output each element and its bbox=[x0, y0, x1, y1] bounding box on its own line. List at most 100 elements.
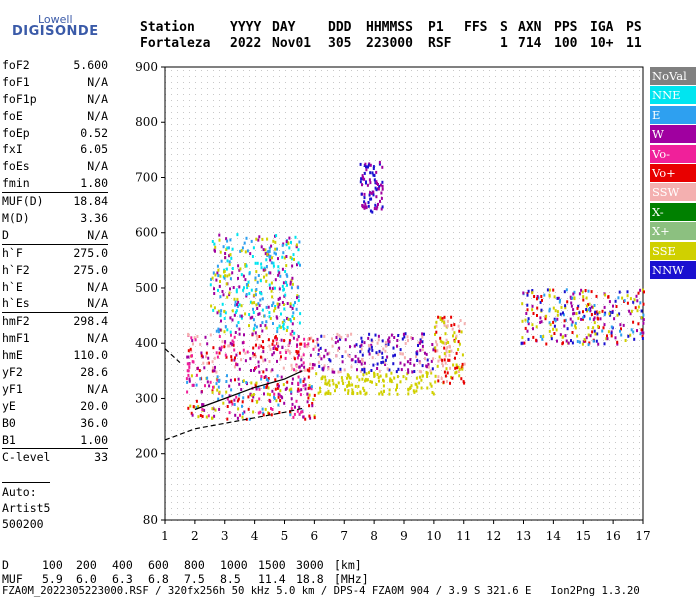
echo-point bbox=[411, 337, 414, 340]
echo-point bbox=[283, 401, 286, 405]
echo-point bbox=[277, 257, 279, 261]
echo-point bbox=[191, 413, 194, 417]
echo-point bbox=[239, 267, 242, 271]
header-value: 10+ bbox=[590, 36, 614, 51]
echo-point bbox=[317, 360, 320, 364]
echo-point bbox=[285, 255, 288, 258]
echo-point bbox=[295, 243, 298, 247]
echo-point bbox=[240, 358, 243, 362]
echo-point bbox=[562, 341, 564, 345]
header-value: Fortaleza bbox=[140, 36, 211, 51]
echo-point bbox=[380, 207, 383, 211]
echo-point bbox=[293, 331, 296, 335]
legend-item: NoVal bbox=[650, 67, 696, 85]
echo-point bbox=[388, 336, 391, 340]
echo-point bbox=[323, 364, 326, 368]
echo-point bbox=[283, 307, 286, 311]
echo-point bbox=[255, 334, 258, 338]
echo-point bbox=[271, 408, 274, 411]
echo-point bbox=[427, 362, 430, 366]
echo-point bbox=[245, 283, 248, 286]
echo-point bbox=[226, 417, 229, 421]
echo-point bbox=[273, 392, 276, 396]
echo-point bbox=[366, 378, 369, 382]
header-value: RSF bbox=[428, 36, 452, 51]
echo-point bbox=[296, 338, 299, 342]
echo-point bbox=[230, 400, 233, 404]
echo-point bbox=[570, 339, 572, 343]
echo-point bbox=[367, 336, 370, 340]
echo-point bbox=[548, 294, 551, 298]
echo-point bbox=[578, 311, 581, 315]
param-value: 275.0 bbox=[73, 262, 108, 277]
echo-point bbox=[275, 234, 278, 238]
echo-point bbox=[576, 334, 579, 338]
echo-point bbox=[282, 383, 285, 387]
echo-point bbox=[585, 296, 588, 300]
echo-point bbox=[594, 310, 597, 314]
echo-point bbox=[564, 306, 567, 310]
echo-point bbox=[257, 302, 260, 306]
echo-point bbox=[630, 328, 633, 332]
echo-point bbox=[527, 317, 530, 321]
echo-point bbox=[533, 295, 536, 298]
echo-point bbox=[356, 375, 359, 379]
param-value: 1.00 bbox=[80, 432, 108, 447]
echo-point bbox=[347, 380, 350, 384]
note-line: 500200 bbox=[2, 516, 44, 531]
echo-point bbox=[443, 315, 446, 319]
echo-point bbox=[563, 324, 566, 328]
echo-point bbox=[380, 390, 383, 394]
param-label: B0 bbox=[2, 415, 16, 430]
echo-point bbox=[435, 320, 438, 324]
echo-point bbox=[270, 244, 273, 248]
echo-point bbox=[597, 342, 600, 346]
echo-point bbox=[406, 335, 409, 339]
echo-point bbox=[238, 285, 241, 289]
echo-point bbox=[426, 386, 429, 390]
echo-point bbox=[212, 368, 215, 372]
echo-point bbox=[262, 340, 264, 344]
echo-point bbox=[390, 371, 393, 375]
echo-point bbox=[268, 360, 271, 363]
header-value: 714 bbox=[518, 36, 542, 51]
echo-point bbox=[190, 411, 193, 415]
echo-point bbox=[626, 294, 629, 298]
echo-point bbox=[252, 246, 255, 250]
echo-point bbox=[308, 414, 311, 418]
echo-point bbox=[548, 307, 551, 311]
echo-point bbox=[269, 258, 272, 262]
param-row: foEp 0.52 bbox=[2, 125, 108, 142]
echo-point bbox=[613, 317, 616, 321]
echo-point bbox=[520, 341, 523, 345]
echo-point bbox=[253, 323, 256, 327]
echo-point bbox=[629, 297, 632, 301]
echo-point bbox=[256, 399, 259, 403]
echo-point bbox=[446, 319, 449, 323]
echo-point bbox=[232, 286, 235, 289]
echo-point bbox=[206, 380, 209, 384]
echo-point bbox=[415, 376, 418, 380]
x-tick-label: 10 bbox=[426, 529, 441, 543]
echo-point bbox=[374, 203, 377, 207]
echo-point bbox=[444, 354, 447, 358]
echo-point bbox=[562, 335, 565, 339]
echo-point bbox=[433, 325, 436, 329]
echo-point bbox=[186, 390, 189, 394]
echo-point bbox=[375, 195, 378, 199]
echo-point bbox=[195, 373, 198, 377]
echo-point bbox=[276, 348, 279, 351]
echo-point bbox=[221, 290, 224, 293]
echo-point bbox=[248, 324, 250, 328]
echo-point bbox=[396, 386, 398, 389]
y-tick-label: 200 bbox=[135, 447, 158, 461]
echo-point bbox=[276, 302, 279, 306]
echo-point bbox=[379, 374, 382, 378]
echo-point bbox=[250, 369, 252, 372]
header-label: PS bbox=[626, 20, 642, 35]
echo-point bbox=[629, 312, 632, 316]
echo-point bbox=[582, 295, 585, 299]
echo-point bbox=[264, 375, 267, 379]
echo-point bbox=[574, 326, 577, 330]
echo-point bbox=[294, 405, 296, 409]
